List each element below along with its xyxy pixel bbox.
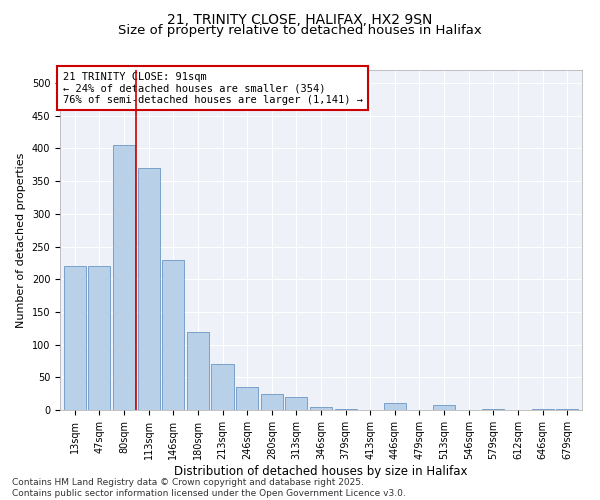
Bar: [211, 364, 233, 410]
Bar: [236, 387, 258, 410]
Bar: [482, 408, 505, 410]
Bar: [384, 404, 406, 410]
Y-axis label: Number of detached properties: Number of detached properties: [16, 152, 26, 328]
Text: Contains HM Land Registry data © Crown copyright and database right 2025.
Contai: Contains HM Land Registry data © Crown c…: [12, 478, 406, 498]
Bar: [433, 405, 455, 410]
Bar: [187, 332, 209, 410]
Text: 21 TRINITY CLOSE: 91sqm
← 24% of detached houses are smaller (354)
76% of semi-d: 21 TRINITY CLOSE: 91sqm ← 24% of detache…: [62, 72, 362, 105]
Bar: [88, 266, 110, 410]
Bar: [260, 394, 283, 410]
Bar: [310, 406, 332, 410]
Bar: [285, 397, 307, 410]
Bar: [113, 145, 135, 410]
Bar: [64, 266, 86, 410]
X-axis label: Distribution of detached houses by size in Halifax: Distribution of detached houses by size …: [174, 464, 468, 477]
Bar: [162, 260, 184, 410]
Bar: [335, 408, 357, 410]
Text: Size of property relative to detached houses in Halifax: Size of property relative to detached ho…: [118, 24, 482, 37]
Text: 21, TRINITY CLOSE, HALIFAX, HX2 9SN: 21, TRINITY CLOSE, HALIFAX, HX2 9SN: [167, 12, 433, 26]
Bar: [137, 168, 160, 410]
